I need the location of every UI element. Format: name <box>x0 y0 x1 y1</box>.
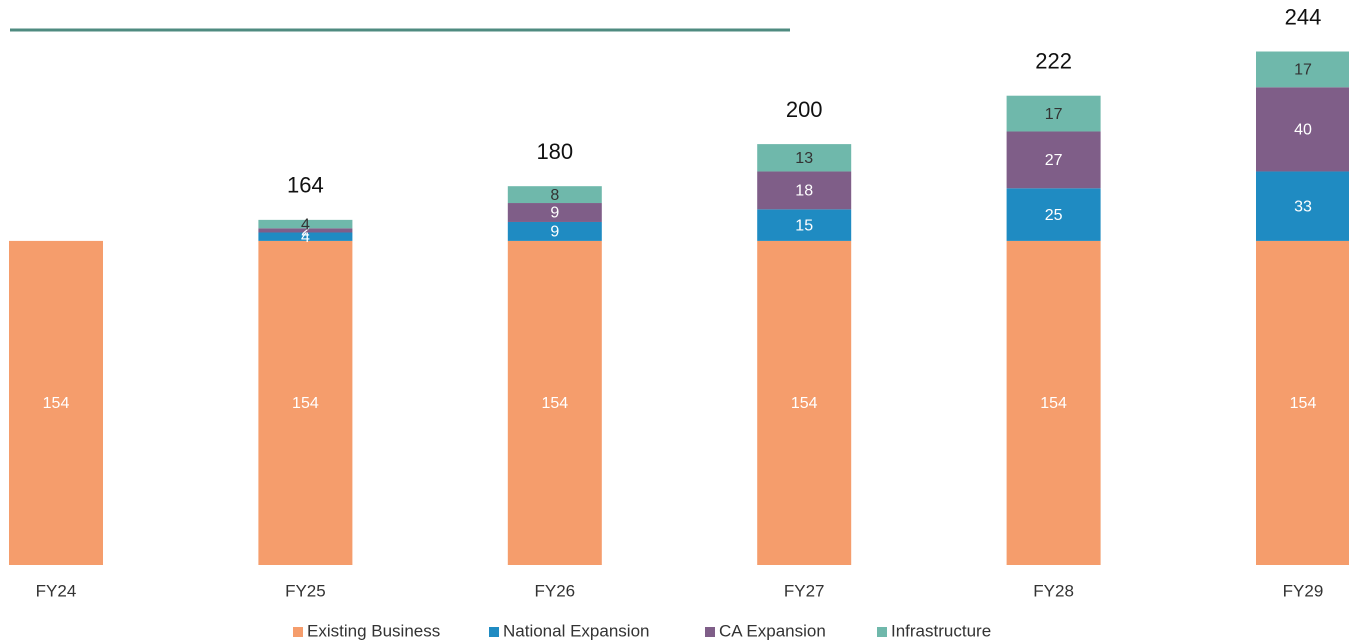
x-tick-label: FY25 <box>285 581 326 600</box>
data-label: 4 <box>301 229 310 246</box>
legend-label: National Expansion <box>503 621 649 640</box>
x-tick-label: FY28 <box>1033 581 1074 600</box>
data-label: 9 <box>550 205 559 222</box>
bar-segment <box>757 144 852 172</box>
data-label: 25 <box>1045 207 1063 224</box>
x-tick-label: FY26 <box>534 581 575 600</box>
data-label: 17 <box>1045 106 1063 123</box>
bar-segment <box>757 240 852 565</box>
data-label: 27 <box>1045 152 1063 169</box>
legend-label: Existing Business <box>307 621 440 640</box>
data-label: 4 <box>301 216 310 233</box>
legend-swatch <box>705 627 715 637</box>
data-label: 18 <box>795 183 813 200</box>
bar-segment <box>507 221 602 241</box>
bar-segment <box>258 232 353 241</box>
total-label: 244 <box>1285 4 1322 29</box>
data-label: 154 <box>292 395 319 412</box>
data-label: 13 <box>795 150 813 167</box>
data-label: 17 <box>1294 62 1312 79</box>
bar-segment <box>1256 240 1349 565</box>
total-label: 222 <box>1035 49 1072 74</box>
total-label: 164 <box>287 173 324 198</box>
legend-label: CA Expansion <box>719 621 826 640</box>
x-tick-label: FY27 <box>784 581 825 600</box>
x-tick-label: FY29 <box>1283 581 1324 600</box>
bar-segment <box>1256 171 1349 241</box>
bar-segment <box>1006 188 1101 241</box>
data-label: 154 <box>791 395 818 412</box>
bar-segment <box>1006 240 1101 565</box>
data-label: 9 <box>550 224 559 241</box>
total-label: 180 <box>536 139 573 164</box>
bar-segment <box>1256 87 1349 172</box>
data-label: 154 <box>1040 395 1067 412</box>
bar-segment <box>258 219 353 229</box>
legend-swatch <box>877 627 887 637</box>
total-label: 200 <box>786 97 823 122</box>
data-label: 8 <box>550 187 559 204</box>
bar-segment <box>757 209 852 241</box>
legend-swatch <box>489 627 499 637</box>
bar-segment <box>507 186 602 204</box>
data-label: 33 <box>1294 198 1312 215</box>
bar-segment <box>258 228 353 233</box>
x-tick-label: FY24 <box>36 581 77 600</box>
bar-segment <box>757 171 852 210</box>
data-label: 15 <box>795 217 813 234</box>
bar-segment <box>507 203 602 222</box>
data-label: 2 <box>301 223 310 240</box>
data-label: 154 <box>541 395 568 412</box>
bar-segment <box>1256 51 1349 88</box>
bar-segment <box>1006 95 1101 132</box>
bar-segment <box>258 240 353 565</box>
legend-label: Infrastructure <box>891 621 991 640</box>
bar-segment <box>507 240 602 565</box>
bar-segment <box>9 240 103 565</box>
data-label: 154 <box>43 395 70 412</box>
data-label: 154 <box>1290 395 1317 412</box>
bar-segment <box>1006 131 1101 189</box>
legend-swatch <box>293 627 303 637</box>
data-label: 40 <box>1294 122 1312 139</box>
